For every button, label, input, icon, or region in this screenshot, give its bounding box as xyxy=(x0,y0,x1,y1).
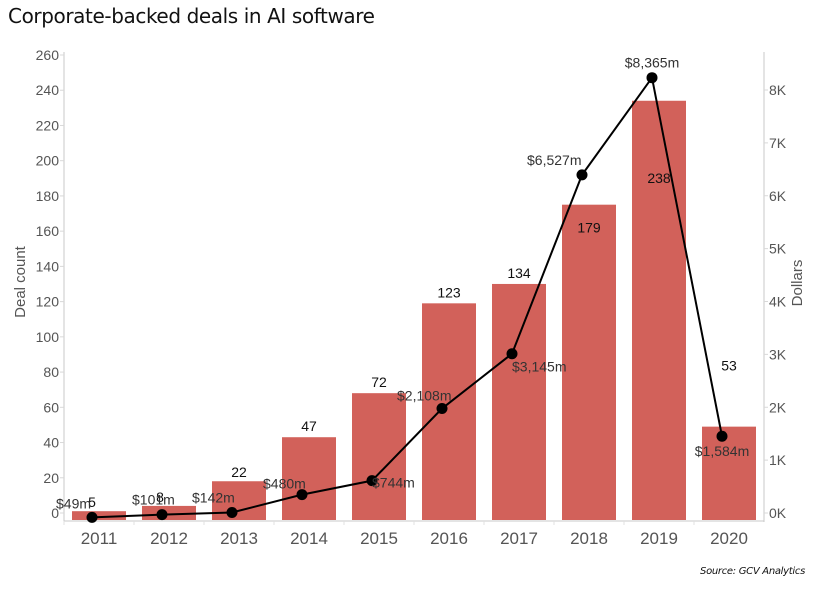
line-value-label: $101m xyxy=(132,492,175,508)
y-tick-label: 140 xyxy=(36,258,60,274)
dollars-line-path xyxy=(91,75,723,519)
y-tick-label: 160 xyxy=(36,223,60,239)
bar-value-label: 123 xyxy=(437,284,461,300)
x-tick-label: 2019 xyxy=(640,529,678,548)
line-point xyxy=(436,403,448,415)
line-labels: $49m $101m $142m $480m $744m $2,108m $3,145m $6… xyxy=(56,55,749,512)
line-value-label: $1,584m xyxy=(695,443,749,459)
line-point xyxy=(296,489,308,501)
bar xyxy=(142,505,196,520)
bar-value-label: 22 xyxy=(231,464,247,480)
bar xyxy=(72,511,126,520)
y2-tick-label: 4K xyxy=(769,294,787,310)
y-tick-label: 20 xyxy=(43,470,59,486)
line-value-label: $480m xyxy=(263,476,306,492)
x-tick-label: 2011 xyxy=(81,529,118,548)
bar-value-label: 179 xyxy=(577,220,601,236)
source-note: Source: GCV Analytics xyxy=(700,566,805,577)
bar-value-label: 53 xyxy=(721,358,737,374)
y2-tick-label: 5K xyxy=(769,241,787,257)
y-tick-label: 40 xyxy=(43,435,59,451)
bar-value-label: 238 xyxy=(647,170,671,186)
y-tick-label: 240 xyxy=(36,82,60,98)
bar-labels: 5 8 22 47 72 123 134 179 238 53 xyxy=(88,170,737,510)
y-tick-label: 220 xyxy=(36,117,60,133)
y2-tick-label: 6K xyxy=(769,188,787,204)
y-tick-label: 0 xyxy=(51,505,59,521)
x-tick-label: 2017 xyxy=(500,529,538,548)
y-axis-label: Deal count xyxy=(12,245,29,318)
line-value-label: $142m xyxy=(192,489,235,505)
y-tick-label: 60 xyxy=(43,399,59,415)
x-tick-label: 2013 xyxy=(220,529,258,548)
y-tick-label: 80 xyxy=(43,364,59,380)
chart-title: Corporate-backed deals in AI software xyxy=(8,4,375,28)
y2-tick-label: 1K xyxy=(769,452,787,468)
y-tick-label: 180 xyxy=(36,188,60,204)
y-tick-label: 200 xyxy=(36,153,60,169)
y2-tick-label: 7K xyxy=(769,135,787,151)
bar-value-label: 72 xyxy=(371,374,387,390)
x-tick-label: 2016 xyxy=(430,529,468,548)
y2-tick-label: 8K xyxy=(769,82,787,98)
y2-tick-label: 0K xyxy=(769,505,787,521)
y2-tick-label: 2K xyxy=(769,399,787,415)
bars xyxy=(72,100,756,520)
line-point xyxy=(646,72,658,84)
line-point xyxy=(86,511,98,523)
line-value-label: $49m xyxy=(56,495,91,511)
x-tick-label: 2015 xyxy=(360,529,398,548)
bar xyxy=(352,393,406,520)
line-value-label: $8,365m xyxy=(625,55,679,71)
bar-value-label: 134 xyxy=(507,265,531,281)
bar-value-label: 8 xyxy=(156,489,164,505)
dollars-line xyxy=(86,72,728,523)
line-point xyxy=(506,348,518,360)
x-tick-label: 2014 xyxy=(290,529,328,548)
bar-value-label: 47 xyxy=(301,418,317,434)
y2-tick-label: 3K xyxy=(769,346,787,362)
line-point xyxy=(576,169,588,181)
x-tick-label: 2012 xyxy=(150,529,188,548)
bar xyxy=(632,100,686,520)
bar xyxy=(282,437,336,520)
y-tick-label: 120 xyxy=(36,294,60,310)
line-point xyxy=(716,430,728,442)
line-point xyxy=(226,506,238,518)
x-tick-label: 2018 xyxy=(570,529,608,548)
line-value-label: $744m xyxy=(372,475,415,491)
bar xyxy=(562,204,616,520)
y-tick-label: 260 xyxy=(36,47,60,63)
x-tick-label: 2020 xyxy=(710,529,748,548)
line-value-label: $3,145m xyxy=(512,359,566,375)
line-value-label: $6,527m xyxy=(527,152,581,168)
y-tick-label: 100 xyxy=(36,329,60,345)
line-point xyxy=(156,509,168,521)
bar xyxy=(702,426,756,520)
bar xyxy=(492,283,546,520)
bar-value-label: 5 xyxy=(88,494,96,510)
line-point xyxy=(366,475,378,487)
bar xyxy=(422,303,476,520)
axes: 0 20 40 60 80 100 120 140 160 180 200 220 240 260 0K 1K… xyxy=(36,47,787,548)
y2-axis-label: Dollars xyxy=(789,260,806,307)
line-value-label: $2,108m xyxy=(397,388,451,404)
